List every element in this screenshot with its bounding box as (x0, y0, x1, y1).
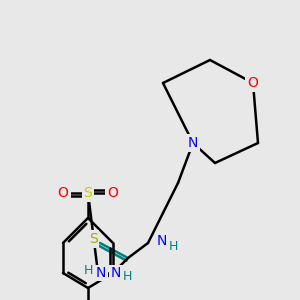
Text: H: H (122, 269, 132, 283)
Text: S: S (88, 232, 98, 246)
Text: O: O (248, 76, 258, 90)
Text: N: N (96, 266, 106, 280)
Text: N: N (111, 266, 121, 280)
Text: O: O (108, 186, 118, 200)
Text: N: N (157, 234, 167, 248)
Text: S: S (84, 186, 92, 200)
Text: H: H (83, 263, 93, 277)
Text: H: H (168, 239, 178, 253)
Text: O: O (58, 186, 68, 200)
Text: N: N (188, 136, 198, 150)
